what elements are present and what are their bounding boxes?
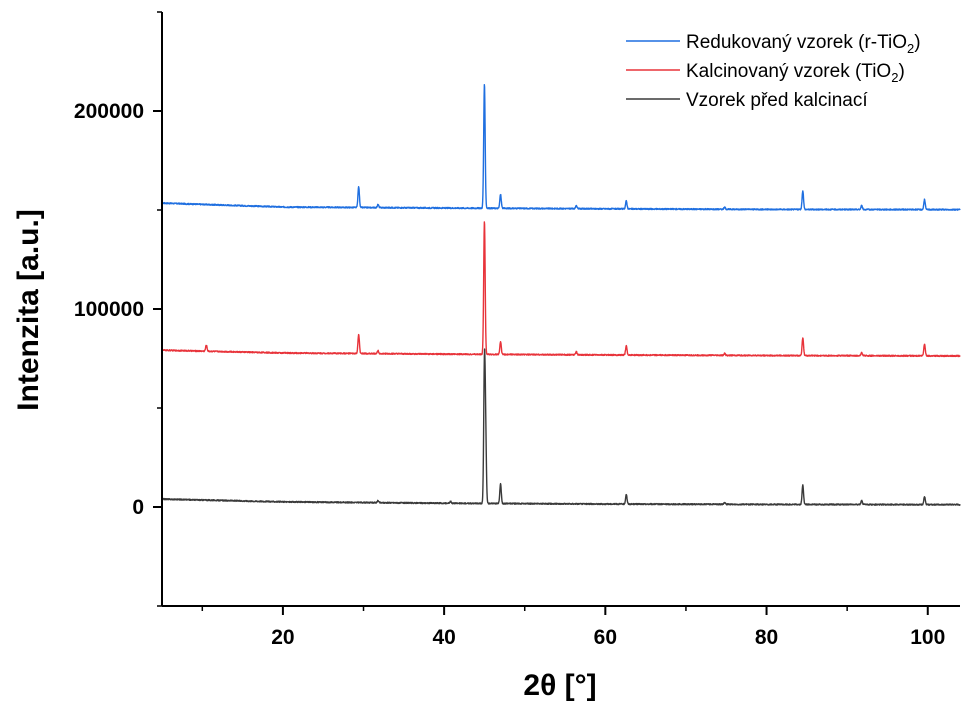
legend-label-2: Kalcinovaný vzorek (TiO2) <box>686 61 905 85</box>
series-layer <box>161 83 961 506</box>
x-tick-label-60: 60 <box>594 626 617 649</box>
x-tick-label-20: 20 <box>271 626 294 649</box>
y-tick-label-200000: 200000 <box>74 100 144 123</box>
series-line-3 <box>161 348 961 506</box>
legend: Redukovaný vzorek (r-TiO2) Kalcinovaný vz… <box>626 32 921 111</box>
y-tick-label-100000: 100000 <box>74 298 144 321</box>
x-tick-label-100: 100 <box>910 626 945 649</box>
series-line-1 <box>161 83 961 211</box>
y-axis-title: Intenzita [a.u.] <box>12 209 45 411</box>
x-tick-label-40: 40 <box>432 626 455 649</box>
y-tick-label-0: 0 <box>132 496 144 519</box>
ticks-layer: 20 40 60 80 100 0 100000 200000 <box>74 11 945 649</box>
legend-label-1: Redukovaný vzorek (r-TiO2) <box>686 32 921 56</box>
x-tick-label-80: 80 <box>755 626 778 649</box>
legend-label-3: Vzorek před kalcinací <box>686 90 868 111</box>
series-line-2 <box>161 221 961 358</box>
x-axis-title: 2θ [°] <box>523 669 596 702</box>
